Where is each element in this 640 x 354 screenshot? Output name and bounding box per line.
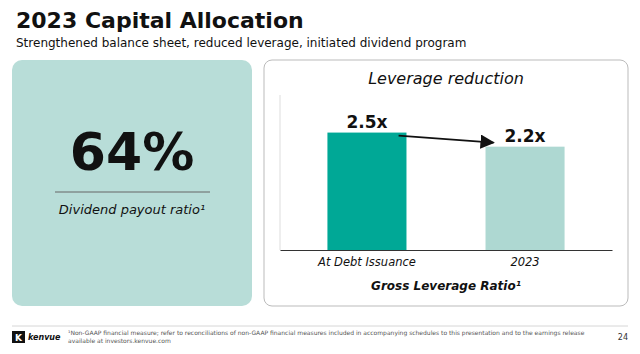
y-axis-line (280, 95, 281, 250)
data-label: 2.5x (346, 112, 387, 132)
data-labels: 2.5x 2.2x (346, 112, 545, 146)
bar (327, 133, 406, 250)
page: 2023 Capital Allocation Strengthened bala… (0, 0, 640, 354)
logo-mark: K (15, 333, 23, 343)
x-tick: At Debt Issuance (317, 250, 416, 269)
logo-box (12, 331, 25, 343)
chart-title: Leverage reduction (368, 69, 524, 88)
footnote: ¹Non-GAAP financial measure; refer to re… (68, 329, 586, 344)
x-axis: At Debt Issuance 2023 (281, 250, 613, 269)
bars (327, 133, 564, 250)
change-arrow (399, 136, 494, 143)
highlight-separator (55, 192, 210, 193)
highlight-caption: Dividend payout ratio¹ (59, 202, 205, 217)
page-number: 24 (618, 333, 628, 342)
x-axis-line (281, 250, 613, 251)
highlight-value: 64% (70, 122, 194, 182)
data-label: 2.2x (505, 126, 546, 146)
bar (486, 147, 565, 250)
x-tick: 2023 (510, 250, 539, 269)
chart-box (264, 60, 628, 306)
x-axis-title: Gross Leverage Ratio¹ (371, 279, 521, 293)
page-subtitle: Strengthened balance sheet, reduced leve… (16, 36, 466, 50)
highlight-box (12, 60, 252, 306)
footer-line (12, 326, 628, 327)
x-tick-label: At Debt Issuance (317, 255, 416, 269)
page-title: 2023 Capital Allocation (16, 8, 304, 33)
logo-name: kenvue (28, 333, 61, 342)
x-tick-label: 2023 (510, 255, 539, 269)
background (0, 0, 640, 354)
